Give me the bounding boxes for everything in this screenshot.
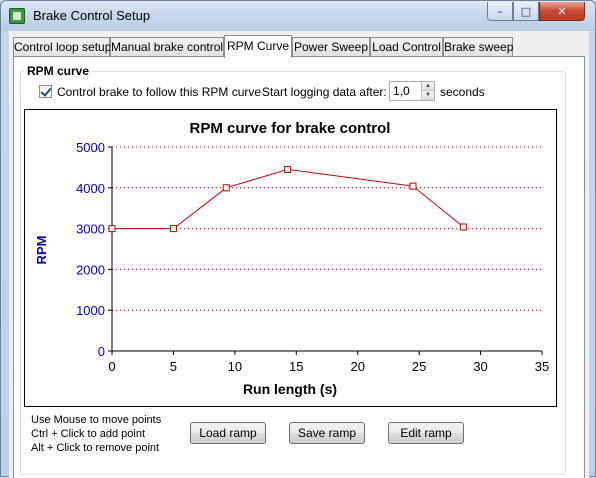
rpm-chart-panel[interactable]: RPM curve for brake control 0 1000 2000 300…: [24, 109, 557, 407]
x-tick-label: 10: [228, 359, 242, 374]
y-tick-label: 5000: [76, 140, 105, 155]
y-tick-label: 1000: [76, 303, 105, 318]
hint-remove-point: Alt + Click to remove point: [31, 442, 160, 454]
x-tick-label: 25: [412, 359, 426, 374]
logging-delay-spinner[interactable]: 1,0 ▲ ▼: [389, 81, 435, 101]
hint-add-point: Ctrl + Click to add point: [31, 428, 146, 440]
curve-point-handle[interactable]: [409, 182, 417, 190]
spin-down-arrow-icon[interactable]: ▼: [421, 91, 434, 100]
rpm-curve-groupbox: [20, 71, 566, 475]
logging-delay-label: Start logging data after:: [262, 85, 387, 99]
tab-rpm-curve[interactable]: RPM Curve: [224, 35, 292, 58]
seconds-label: seconds: [440, 85, 485, 99]
tab-load-control[interactable]: Load Control: [370, 37, 443, 57]
groupbox-title: RPM curve: [24, 64, 93, 78]
follow-curve-label[interactable]: Control brake to follow this RPM curve: [57, 85, 262, 99]
save-ramp-button[interactable]: Save ramp: [289, 422, 365, 444]
x-tick-label: 15: [289, 359, 303, 374]
rpm-curve-tab-page: RPM curve Control brake to follow this R…: [13, 56, 585, 478]
close-button[interactable]: ✕: [539, 2, 585, 21]
x-axis-label: Run length (s): [243, 381, 337, 397]
title-bar[interactable]: Brake Control Setup – □ ✕: [1, 1, 595, 31]
follow-curve-checkbox[interactable]: [39, 85, 52, 98]
spin-up-arrow-icon[interactable]: ▲: [421, 82, 434, 91]
curve-point-handle[interactable]: [108, 225, 116, 233]
y-axis-label: RPM: [34, 236, 49, 265]
chart-title: RPM curve for brake control: [190, 120, 391, 137]
curve-point-handle[interactable]: [169, 225, 177, 233]
x-tick-label: 0: [108, 359, 115, 374]
y-tick-label: 4000: [76, 181, 105, 196]
x-tick-label: 20: [350, 359, 364, 374]
app-icon: [9, 8, 25, 24]
edit-ramp-button[interactable]: Edit ramp: [388, 422, 464, 444]
client-area: Control loop setup Manual brake control …: [9, 31, 589, 478]
rpm-curve-line: [112, 168, 464, 230]
tab-power-sweep[interactable]: Power Sweep: [292, 37, 370, 57]
x-tick-label: 5: [170, 359, 177, 374]
load-ramp-button[interactable]: Load ramp: [190, 422, 266, 444]
x-tick-label: 35: [535, 359, 549, 374]
curve-point-handle[interactable]: [284, 165, 292, 173]
curve-point-handle[interactable]: [459, 223, 467, 231]
maximize-button[interactable]: □: [513, 2, 539, 21]
minimize-button[interactable]: –: [487, 2, 513, 21]
logging-delay-value[interactable]: 1,0: [393, 84, 410, 98]
tab-control-loop-setup[interactable]: Control loop setup: [13, 37, 111, 57]
window-title: Brake Control Setup: [33, 8, 151, 23]
y-tick-label: 3000: [76, 222, 105, 237]
y-tick-label: 2000: [76, 262, 105, 277]
curve-point-handle[interactable]: [222, 184, 230, 192]
tab-brake-sweep[interactable]: Brake sweep: [443, 37, 513, 57]
x-tick-label: 30: [473, 359, 487, 374]
tab-manual-brake-control[interactable]: Manual brake control: [110, 37, 224, 57]
y-tick-label: 0: [98, 344, 105, 359]
rpm-chart[interactable]: RPM curve for brake control 010002000300…: [25, 110, 556, 406]
hint-move-points: Use Mouse to move points: [31, 414, 162, 426]
